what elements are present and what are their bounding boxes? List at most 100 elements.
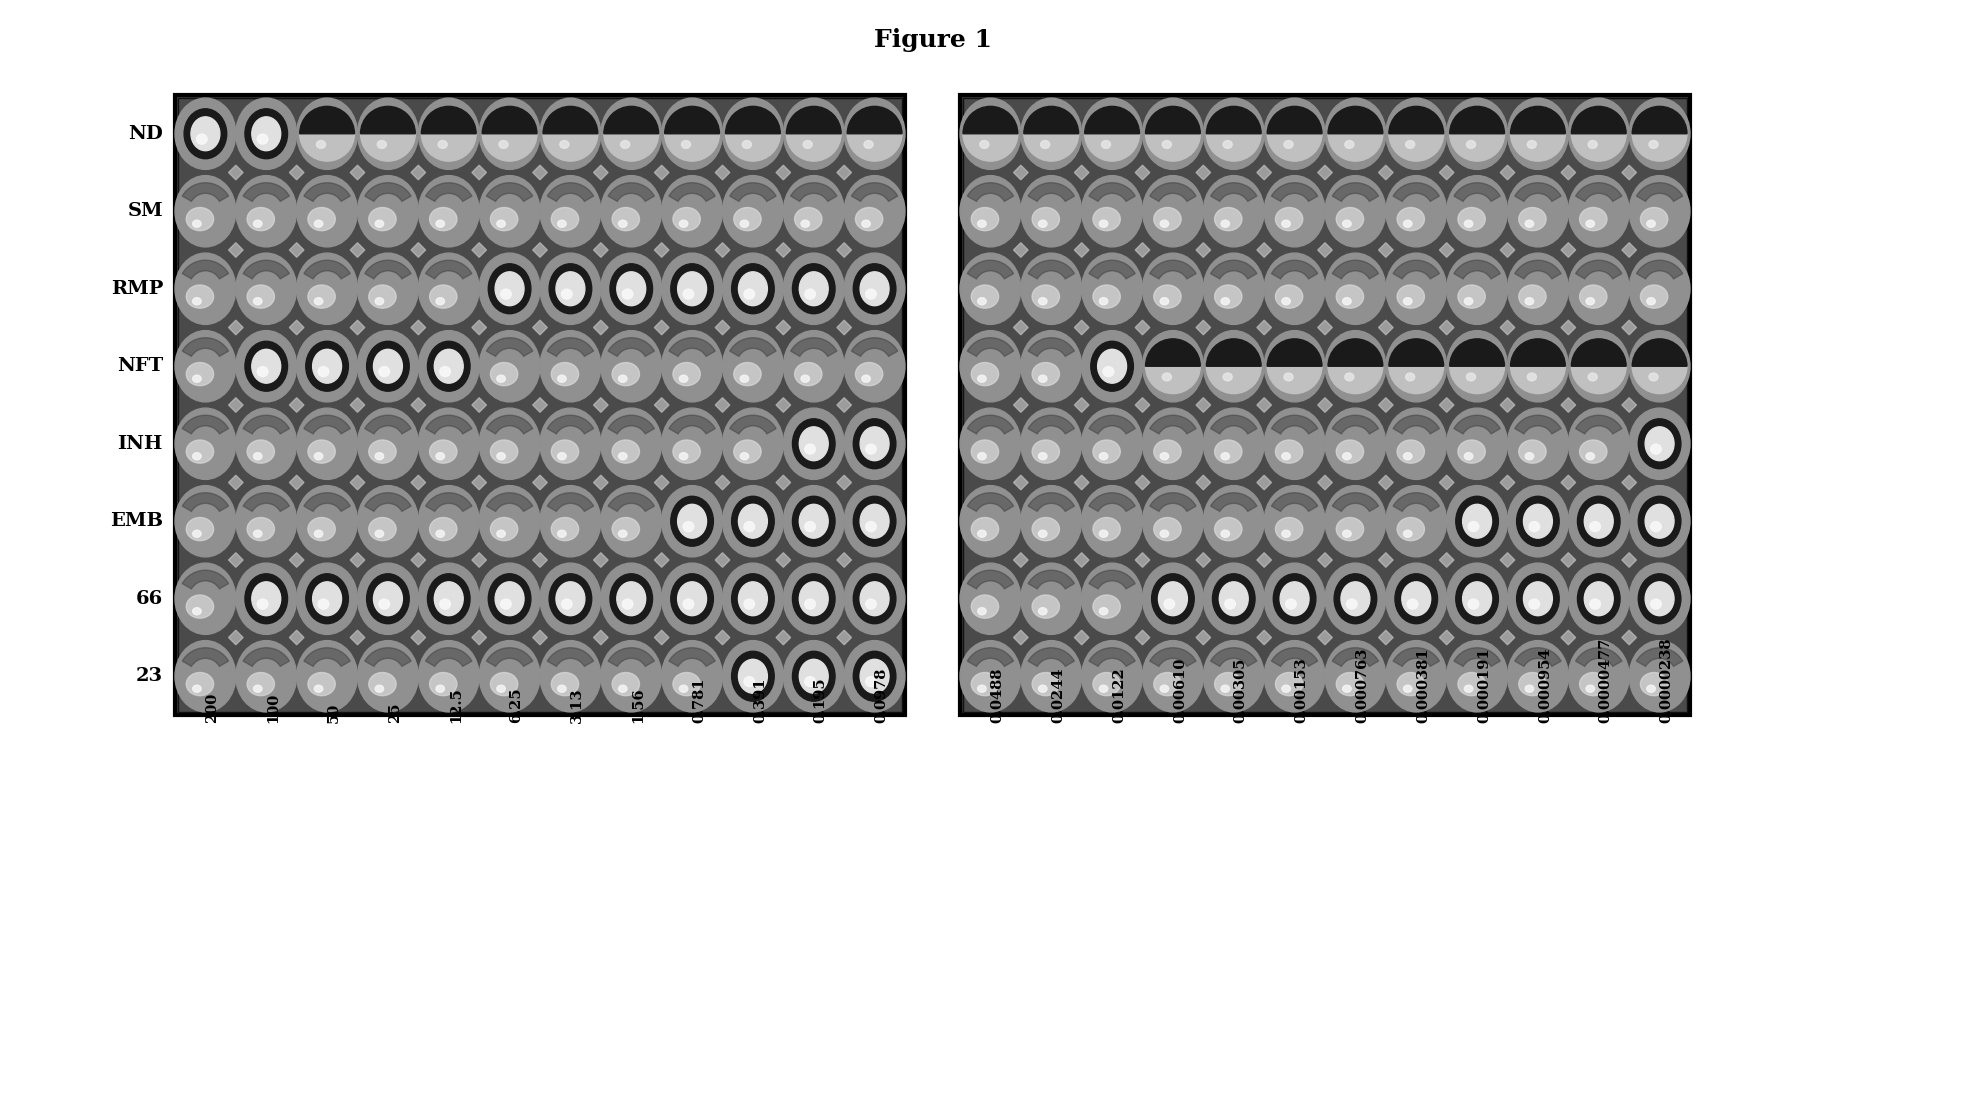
- Polygon shape: [1319, 476, 1333, 490]
- Polygon shape: [1319, 166, 1333, 180]
- Polygon shape: [228, 630, 244, 644]
- Wedge shape: [1267, 367, 1323, 393]
- Ellipse shape: [1637, 497, 1681, 547]
- Ellipse shape: [1386, 408, 1447, 480]
- Ellipse shape: [1099, 452, 1109, 460]
- Polygon shape: [471, 242, 487, 258]
- Wedge shape: [364, 260, 412, 279]
- Polygon shape: [776, 166, 790, 180]
- Ellipse shape: [430, 286, 457, 308]
- Ellipse shape: [188, 130, 214, 151]
- Ellipse shape: [366, 341, 410, 391]
- Wedge shape: [1511, 367, 1566, 393]
- Ellipse shape: [1099, 298, 1109, 304]
- Polygon shape: [1135, 552, 1150, 568]
- Polygon shape: [228, 166, 244, 180]
- Ellipse shape: [174, 563, 236, 634]
- Ellipse shape: [249, 130, 275, 151]
- Ellipse shape: [661, 98, 723, 169]
- Ellipse shape: [1263, 253, 1325, 324]
- Wedge shape: [487, 338, 533, 357]
- Ellipse shape: [661, 253, 723, 324]
- Ellipse shape: [541, 486, 600, 557]
- Ellipse shape: [723, 331, 784, 402]
- Ellipse shape: [1386, 253, 1447, 324]
- Ellipse shape: [796, 595, 822, 617]
- Text: 0.0488: 0.0488: [990, 668, 1004, 723]
- Wedge shape: [364, 492, 412, 511]
- Ellipse shape: [723, 408, 784, 480]
- Ellipse shape: [418, 176, 479, 247]
- Ellipse shape: [1222, 685, 1230, 692]
- Ellipse shape: [1568, 253, 1630, 324]
- Wedge shape: [1206, 107, 1261, 133]
- Polygon shape: [1501, 630, 1515, 644]
- Ellipse shape: [612, 440, 640, 463]
- Ellipse shape: [1038, 298, 1047, 304]
- Polygon shape: [1501, 552, 1515, 568]
- Ellipse shape: [1038, 685, 1047, 692]
- Wedge shape: [1388, 107, 1443, 133]
- Ellipse shape: [1263, 563, 1325, 634]
- Ellipse shape: [1263, 176, 1325, 247]
- Polygon shape: [533, 552, 546, 568]
- Ellipse shape: [1283, 373, 1293, 381]
- Ellipse shape: [1630, 176, 1691, 247]
- Ellipse shape: [1338, 595, 1364, 617]
- Polygon shape: [1439, 476, 1453, 490]
- Ellipse shape: [560, 140, 568, 149]
- Polygon shape: [1014, 476, 1028, 490]
- Ellipse shape: [174, 98, 236, 169]
- Ellipse shape: [1398, 286, 1424, 308]
- Ellipse shape: [1154, 440, 1182, 463]
- Ellipse shape: [1525, 685, 1535, 692]
- Ellipse shape: [960, 486, 1022, 557]
- Ellipse shape: [1467, 599, 1479, 609]
- Ellipse shape: [434, 582, 463, 615]
- Ellipse shape: [794, 208, 822, 231]
- Wedge shape: [1388, 339, 1443, 367]
- Polygon shape: [1257, 476, 1271, 490]
- Ellipse shape: [1527, 140, 1536, 149]
- Wedge shape: [426, 492, 471, 511]
- Ellipse shape: [1568, 331, 1630, 402]
- Wedge shape: [1453, 260, 1501, 279]
- Ellipse shape: [800, 504, 828, 538]
- Ellipse shape: [1342, 220, 1350, 228]
- Wedge shape: [968, 182, 1014, 201]
- Ellipse shape: [1103, 367, 1115, 377]
- Polygon shape: [1319, 552, 1333, 568]
- Ellipse shape: [1630, 563, 1691, 634]
- Wedge shape: [847, 133, 903, 161]
- Polygon shape: [838, 552, 851, 568]
- Text: SM: SM: [127, 202, 162, 220]
- Polygon shape: [1196, 320, 1210, 334]
- Wedge shape: [1150, 492, 1196, 511]
- Ellipse shape: [1580, 208, 1608, 231]
- Wedge shape: [244, 492, 289, 511]
- Wedge shape: [364, 182, 412, 201]
- Ellipse shape: [978, 608, 986, 614]
- Ellipse shape: [558, 685, 566, 692]
- Polygon shape: [228, 242, 244, 258]
- Ellipse shape: [784, 253, 843, 324]
- Ellipse shape: [1398, 595, 1426, 617]
- Ellipse shape: [1091, 341, 1133, 391]
- Polygon shape: [1257, 398, 1271, 412]
- Polygon shape: [1439, 630, 1453, 644]
- Wedge shape: [426, 648, 471, 667]
- Wedge shape: [790, 338, 838, 357]
- Ellipse shape: [679, 452, 687, 460]
- Ellipse shape: [1081, 331, 1142, 402]
- Wedge shape: [360, 133, 416, 161]
- Ellipse shape: [671, 573, 713, 623]
- Polygon shape: [471, 320, 487, 334]
- Ellipse shape: [1447, 486, 1507, 557]
- Ellipse shape: [309, 440, 335, 463]
- Ellipse shape: [733, 497, 774, 547]
- Ellipse shape: [1519, 208, 1546, 231]
- Wedge shape: [487, 416, 533, 434]
- Ellipse shape: [174, 253, 236, 324]
- Ellipse shape: [370, 362, 396, 384]
- Ellipse shape: [1580, 440, 1608, 463]
